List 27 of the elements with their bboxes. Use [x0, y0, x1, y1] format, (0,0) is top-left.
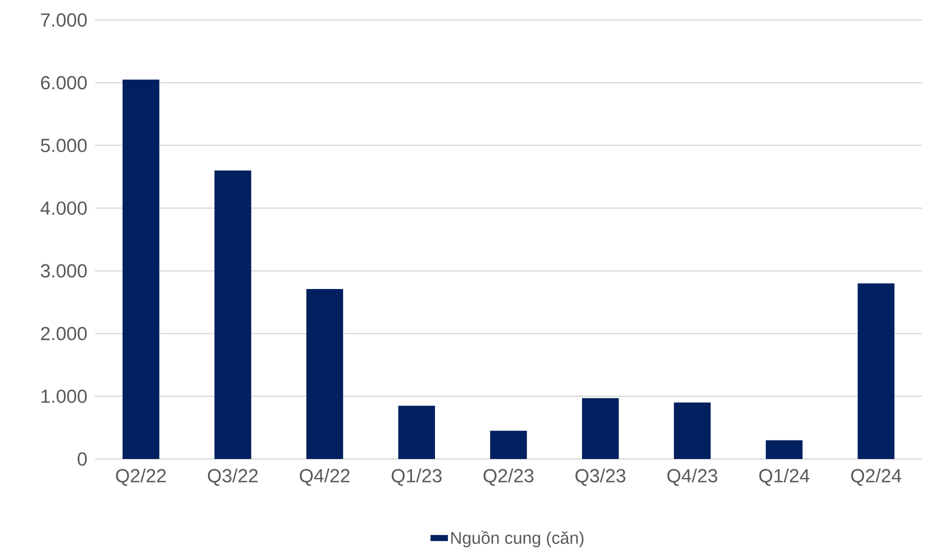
- bar: [398, 406, 435, 459]
- bar: [306, 289, 344, 459]
- y-tick-label: 5.000: [40, 138, 87, 152]
- y-tick-label: 1.000: [42, 390, 87, 403]
- bar: [490, 430, 527, 459]
- x-tick-label: Q2/23: [484, 468, 534, 486]
- x-tick-label: Q4/23: [667, 468, 718, 486]
- y-tick-label: 4.000: [40, 201, 87, 215]
- bar: [674, 402, 711, 459]
- y-tick-label: 2.000: [41, 326, 87, 340]
- x-tick-label: Q2/22: [116, 468, 166, 486]
- x-tick-label: Q3/22: [208, 468, 258, 486]
- bar: [582, 398, 619, 459]
- legend-label: Nguồn cung (căn): [451, 530, 584, 548]
- y-tick-label: 7.000: [41, 13, 87, 27]
- x-tick-label: Q1/23: [392, 468, 442, 486]
- bar: [766, 440, 803, 459]
- bar: [858, 283, 894, 459]
- y-tick-label: 6.000: [41, 76, 87, 90]
- y-tick-label: 3.000: [40, 264, 87, 278]
- bar: [214, 170, 252, 459]
- x-tick-label: Q3/23: [576, 468, 626, 486]
- x-tick-label: Q4/22: [300, 468, 350, 486]
- x-tick-label: Q2/24: [851, 468, 902, 486]
- bar: [122, 80, 160, 459]
- y-tick-label: 0: [78, 452, 87, 466]
- x-tick-label: Q1/24: [759, 468, 810, 486]
